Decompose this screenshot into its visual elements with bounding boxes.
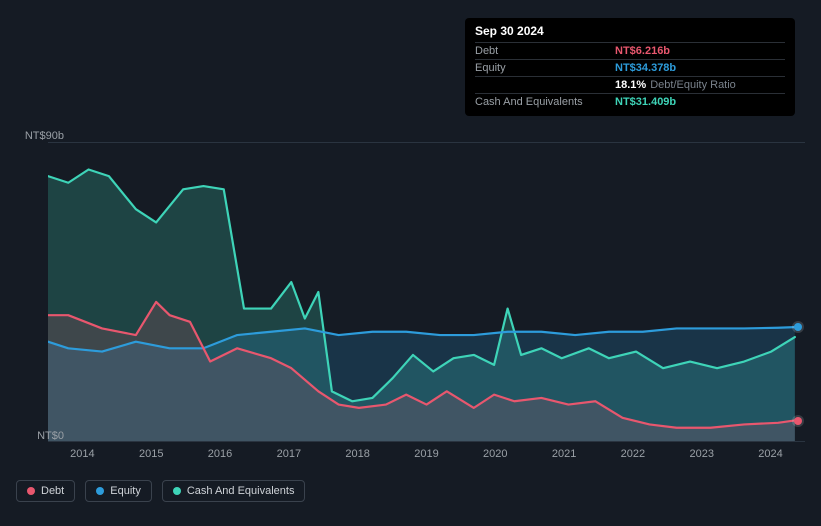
tooltip-label: Debt (475, 45, 615, 57)
cash-color-dot (173, 487, 181, 495)
x-axis-label: 2020 (461, 448, 530, 466)
chart-svg (48, 143, 805, 441)
x-axis-label: 2023 (667, 448, 736, 466)
tooltip-value: NT$6.216b (615, 45, 785, 57)
tooltip-date: Sep 30 2024 (475, 24, 785, 42)
tooltip-row: 18.1%Debt/Equity Ratio (475, 76, 785, 93)
x-axis-label: 2024 (736, 448, 805, 466)
tooltip-label: Equity (475, 62, 615, 74)
legend-item-debt[interactable]: Debt (16, 480, 75, 502)
tooltip-row: Cash And EquivalentsNT$31.409b (475, 93, 785, 110)
x-axis: 2014201520162017201820192020202120222023… (48, 448, 805, 466)
y-axis-label: NT$0 (16, 430, 64, 442)
x-axis-label: 2018 (323, 448, 392, 466)
tooltip-value: NT$34.378b (615, 62, 785, 74)
legend-item-cash[interactable]: Cash And Equivalents (162, 480, 306, 502)
tooltip-value: NT$31.409b (615, 96, 785, 108)
x-axis-label: 2022 (599, 448, 668, 466)
tooltip-value: 18.1%Debt/Equity Ratio (615, 79, 785, 91)
chart-plot (48, 142, 805, 442)
legend-label: Equity (110, 485, 141, 497)
chart-tooltip: Sep 30 2024 DebtNT$6.216bEquityNT$34.378… (465, 18, 795, 116)
legend-item-equity[interactable]: Equity (85, 480, 152, 502)
tooltip-row: DebtNT$6.216b (475, 42, 785, 59)
y-axis-label: NT$90b (16, 130, 64, 142)
chart-container (16, 142, 805, 442)
debt-color-dot (27, 487, 35, 495)
x-axis-label: 2021 (530, 448, 599, 466)
tooltip-label: Cash And Equivalents (475, 96, 615, 108)
x-axis-label: 2016 (186, 448, 255, 466)
equity-color-dot (96, 487, 104, 495)
tooltip-row: EquityNT$34.378b (475, 59, 785, 76)
x-axis-label: 2019 (392, 448, 461, 466)
legend-label: Debt (41, 485, 64, 497)
legend-label: Cash And Equivalents (187, 485, 295, 497)
chart-legend: Debt Equity Cash And Equivalents (16, 480, 305, 502)
x-axis-label: 2015 (117, 448, 186, 466)
tooltip-label (475, 79, 615, 91)
x-axis-label: 2017 (254, 448, 323, 466)
x-axis-label: 2014 (48, 448, 117, 466)
